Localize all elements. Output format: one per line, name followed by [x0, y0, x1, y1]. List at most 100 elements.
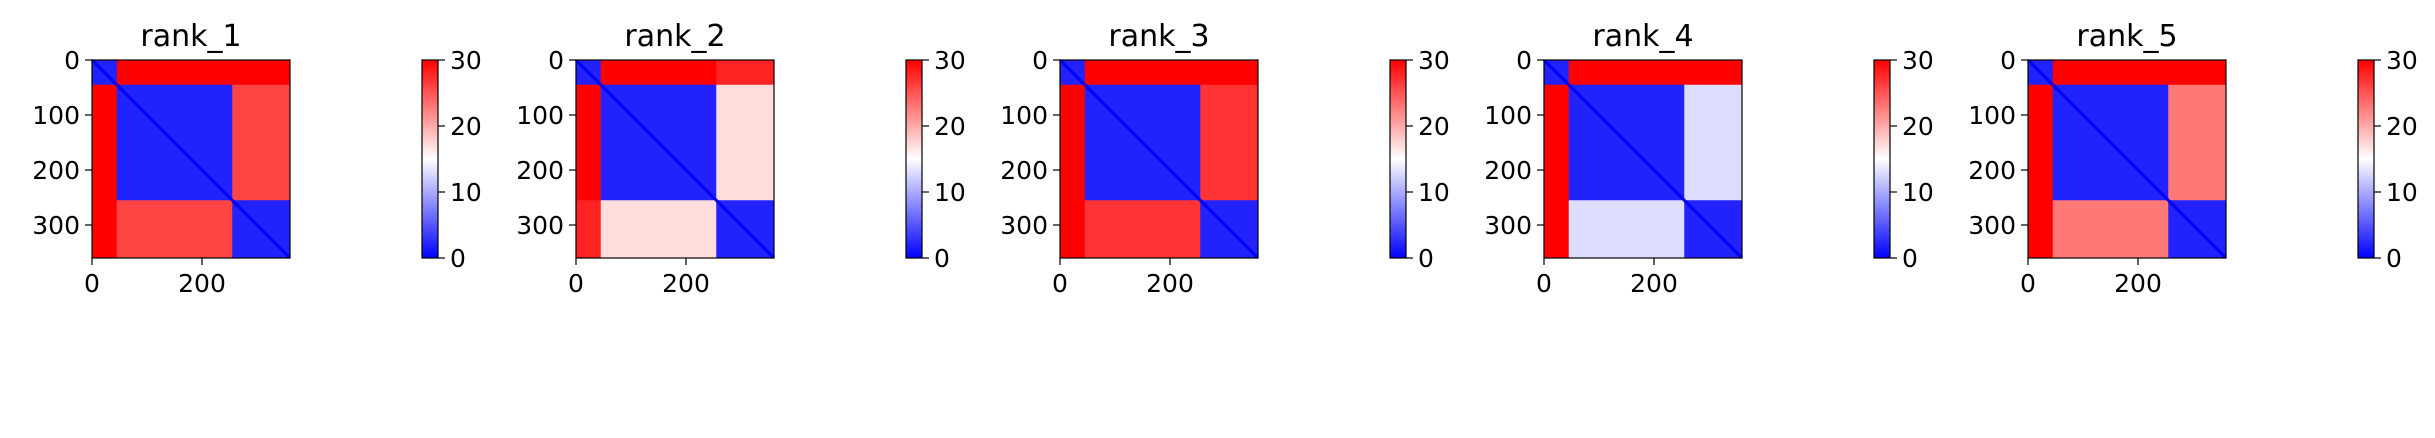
heatmap-block-2-0 — [2028, 200, 2054, 259]
heatmap-diagonal — [1542, 58, 1744, 260]
y-tick-label: 100 — [32, 101, 80, 130]
heatmap-block-1-2 — [716, 84, 775, 201]
y-tick-label: 200 — [516, 156, 564, 185]
colorbar — [1389, 59, 1407, 259]
chart-title: rank_2 — [624, 19, 725, 54]
colorbar-tick-label: 10 — [934, 178, 966, 207]
heatmap-block-2-0 — [1544, 200, 1570, 259]
heatmap-block-0-1 — [600, 60, 717, 86]
heatmap-block-0-2 — [232, 60, 291, 86]
heatmap-block-0-2 — [1684, 60, 1743, 86]
colorbar-tick-label: 0 — [1902, 244, 1918, 273]
x-tick-label: 0 — [2020, 269, 2036, 298]
colorbar-tick-label: 10 — [450, 178, 482, 207]
y-tick-label: 0 — [1032, 46, 1048, 75]
heatmap-diagonal — [574, 58, 776, 260]
y-tick-label: 300 — [1000, 211, 1048, 240]
chart-title: rank_5 — [2076, 19, 2177, 54]
heatmap-block-1-0 — [576, 84, 602, 201]
heatmap-block-1-2 — [232, 84, 291, 201]
x-tick-label: 0 — [568, 269, 584, 298]
colorbar — [1873, 59, 1891, 259]
plot-frame — [2027, 59, 2227, 259]
heatmap-block-1-2 — [2168, 84, 2227, 201]
colorbar-tick-label: 20 — [1902, 112, 1934, 141]
y-tick-label: 200 — [32, 156, 80, 185]
y-tick-label: 300 — [516, 211, 564, 240]
chart-title: rank_3 — [1108, 19, 1209, 54]
x-tick-label: 200 — [1630, 269, 1678, 298]
colorbar-tick-label: 20 — [2386, 112, 2418, 141]
heatmap-block-0-2 — [716, 60, 775, 86]
plot-frame — [1059, 59, 1259, 259]
x-tick-label: 200 — [178, 269, 226, 298]
x-tick-label: 200 — [1146, 269, 1194, 298]
plot-frame — [91, 59, 291, 259]
heatmap-block-1-2 — [1200, 84, 1259, 201]
y-tick-label: 0 — [64, 46, 80, 75]
heatmap-block-0-2 — [2168, 60, 2227, 86]
y-tick-label: 100 — [1484, 101, 1532, 130]
colorbar-tick-label: 20 — [1418, 112, 1450, 141]
x-tick-label: 0 — [1052, 269, 1068, 298]
colorbar — [905, 59, 923, 259]
colorbar-tick-label: 10 — [1902, 178, 1934, 207]
plot-frame — [1543, 59, 1743, 259]
heatmap-block-2-0 — [1060, 200, 1086, 259]
heatmap-block-0-2 — [1200, 60, 1259, 86]
x-tick-label: 0 — [1536, 269, 1552, 298]
heatmap-diagonal — [90, 58, 292, 260]
heatmap-block-2-0 — [576, 200, 602, 259]
y-tick-label: 100 — [516, 101, 564, 130]
y-tick-label: 200 — [1000, 156, 1048, 185]
heatmap-block-0-1 — [1568, 60, 1685, 86]
colorbar-tick-label: 10 — [1418, 178, 1450, 207]
x-tick-label: 0 — [84, 269, 100, 298]
colorbar-tick-label: 20 — [450, 112, 482, 141]
heatmap-block-2-1 — [2052, 200, 2169, 259]
heatmap-block-0-1 — [1084, 60, 1201, 86]
heatmap-block-2-1 — [1084, 200, 1201, 259]
heatmap-diagonal — [2026, 58, 2228, 260]
heatmap-block-2-1 — [1568, 200, 1685, 259]
colorbar-tick-label: 30 — [450, 46, 482, 75]
y-tick-label: 300 — [1968, 211, 2016, 240]
colorbar-tick-label: 30 — [1418, 46, 1450, 75]
colorbar-tick-label: 30 — [934, 46, 966, 75]
colorbar-tick-label: 20 — [934, 112, 966, 141]
plot-frame — [575, 59, 775, 259]
heatmap-block-2-0 — [92, 200, 118, 259]
chart-title: rank_4 — [1592, 19, 1693, 54]
y-tick-label: 0 — [2000, 46, 2016, 75]
heatmap-block-1-2 — [1684, 84, 1743, 201]
colorbar-tick-label: 30 — [2386, 46, 2418, 75]
y-tick-label: 300 — [1484, 211, 1532, 240]
y-tick-label: 200 — [1484, 156, 1532, 185]
colorbar-tick-label: 10 — [2386, 178, 2418, 207]
heatmap-block-1-0 — [2028, 84, 2054, 201]
heatmap-cells — [576, 60, 775, 259]
y-tick-label: 0 — [548, 46, 564, 75]
colorbar-tick-label: 0 — [2386, 244, 2402, 273]
colorbar-tick-label: 0 — [1418, 244, 1434, 273]
colorbar-tick-label: 0 — [450, 244, 466, 273]
chart-title: rank_1 — [140, 19, 241, 54]
y-tick-label: 100 — [1000, 101, 1048, 130]
heatmap-block-1-0 — [1060, 84, 1086, 201]
x-tick-label: 200 — [662, 269, 710, 298]
colorbar — [2357, 59, 2375, 259]
heatmap-block-2-1 — [116, 200, 233, 259]
y-tick-label: 300 — [32, 211, 80, 240]
heatmap-block-0-1 — [116, 60, 233, 86]
heatmap-block-0-1 — [2052, 60, 2169, 86]
y-tick-label: 100 — [1968, 101, 2016, 130]
colorbar-tick-label: 0 — [934, 244, 950, 273]
heatmap-diagonal — [1058, 58, 1260, 260]
x-tick-label: 200 — [2114, 269, 2162, 298]
